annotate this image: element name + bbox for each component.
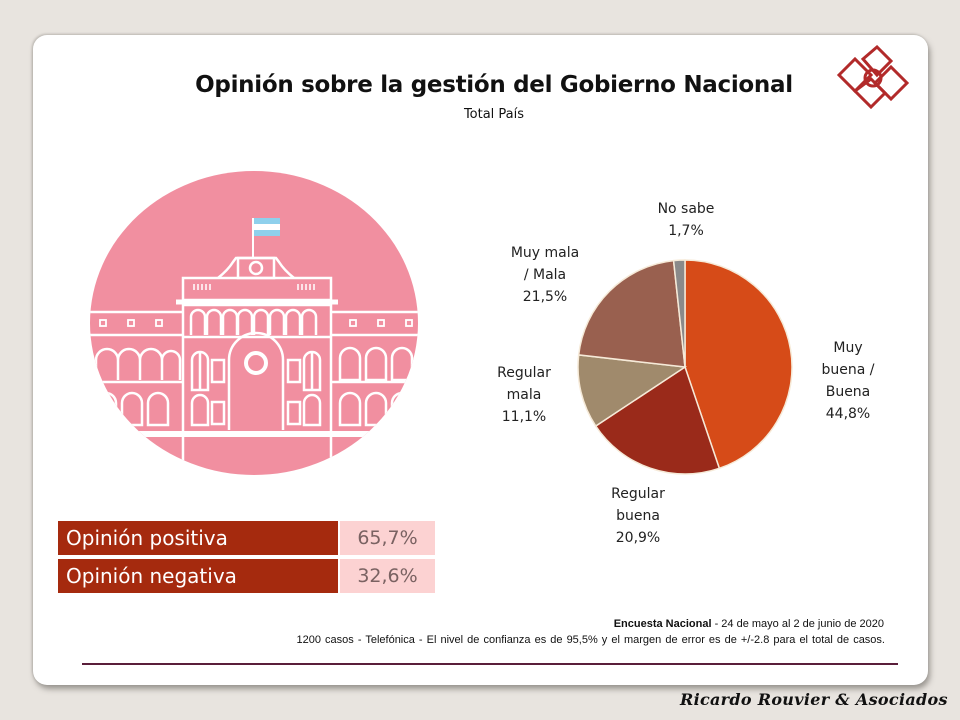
interlocked-diamonds-logo-icon: [836, 45, 910, 110]
argentina-flag-icon: [252, 218, 280, 258]
summary-row-negative: Opinión negativa 32,6%: [58, 559, 435, 593]
summary-label: Opinión negativa: [58, 559, 338, 593]
pie-chart: Muy buena / Buena 44,8% Regular buena 20,9% Reg…: [497, 201, 875, 546]
page-title: Opinión sobre la gestión del Gobierno Na…: [195, 72, 793, 98]
pie-slice-muy-buena-buena: [684, 259, 793, 470]
pie-slice-muy-mala-mala: [577, 259, 686, 368]
survey-dates: - 24 de mayo al 2 de junio de 2020: [711, 618, 884, 630]
survey-name: Encuesta Nacional: [613, 618, 712, 630]
pie-data-label: No sabe 1,7%: [658, 201, 715, 239]
page-subtitle: Total País: [463, 107, 525, 122]
footer-brand: Ricardo Rouvier & Asociados: [680, 690, 948, 709]
pie-data-label: Muy mala / Mala 21,5%: [511, 245, 579, 305]
pie-data-label: Regular buena 20,9%: [611, 486, 665, 546]
summary-row-positive: Opinión positiva 65,7%: [58, 521, 435, 555]
summary-value: 32,6%: [340, 559, 435, 593]
pie-data-label: Regular mala 11,1%: [497, 365, 551, 425]
summary-label: Opinión positiva: [58, 521, 338, 555]
survey-info: Encuesta Nacional - 24 de mayo al 2 de j…: [614, 618, 884, 630]
main-door: [227, 331, 285, 430]
summary-value: 65,7%: [340, 521, 435, 555]
opinion-summary-table: Opinión positiva 65,7% Opinión negativa …: [58, 521, 435, 597]
methodology-note: 1200 casos - Telefónica - El nivel de co…: [296, 634, 886, 646]
footer-divider: [82, 663, 898, 665]
pie-slice-no-sabe: [672, 259, 686, 368]
pie-slice-regular-mala: [577, 354, 688, 428]
casa-rosada-illustration: [90, 171, 418, 475]
pie-slice-regular-buena: [594, 365, 721, 475]
pie-data-label: Muy buena / Buena 44,8%: [822, 340, 875, 422]
